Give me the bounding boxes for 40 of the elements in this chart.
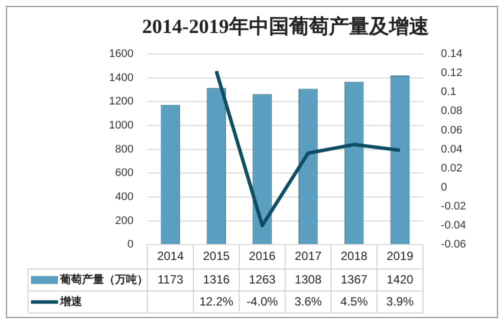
- data-label: -4.0%: [246, 294, 278, 308]
- y2-tick-label: 0.06: [440, 124, 462, 136]
- y2-tick-label: 0.14: [440, 48, 462, 60]
- y2-tick-label: 0.04: [440, 143, 462, 156]
- data-label: 1420: [386, 272, 414, 286]
- data-label: 3.9%: [386, 294, 414, 308]
- legend-label: 增速: [59, 295, 83, 308]
- y2-tick-label: -0.06: [440, 238, 466, 251]
- y2-tick-label: 0.1: [440, 86, 456, 98]
- x-tick-label: 2019: [386, 249, 414, 264]
- y2-tick-label: -0.04: [440, 220, 466, 232]
- y2-tick-label: 0.02: [440, 162, 462, 174]
- chart-title: 2014-2019年中国葡萄产量及增速: [142, 15, 429, 38]
- y-tick-label: 1000: [108, 120, 134, 132]
- y-tick-label: 400: [115, 190, 134, 203]
- legend-label: 葡萄产量（万吨）: [59, 273, 148, 286]
- y2-tick-label: 0: [440, 181, 448, 194]
- y-tick-label: 600: [115, 167, 134, 180]
- y2-tick-label: 0.08: [440, 105, 462, 118]
- data-label: 1316: [202, 272, 230, 286]
- y-tick-label: 1400: [108, 72, 134, 84]
- data-label: 1263: [248, 272, 276, 286]
- data-label: 1173: [158, 272, 184, 286]
- y-tick-label: 800: [115, 143, 134, 156]
- data-label: 1308: [294, 272, 322, 286]
- data-label: 12.2%: [199, 294, 234, 308]
- y2-tick-label: 0.12: [440, 67, 462, 80]
- data-label: 4.5%: [340, 294, 368, 308]
- y-tick-label: 1600: [108, 48, 134, 60]
- data-label: 1367: [340, 272, 368, 286]
- data-label: 3.6%: [294, 294, 322, 308]
- y-tick-label: 1200: [108, 96, 134, 108]
- x-tick-label: 2017: [294, 249, 322, 264]
- y2-tick-label: -0.02: [440, 200, 466, 213]
- y-tick-label: 200: [115, 214, 134, 227]
- x-tick-label: 2014: [157, 249, 184, 264]
- x-tick-label: 2018: [340, 249, 368, 264]
- x-tick-label: 2015: [202, 249, 230, 264]
- y-tick-label: 0: [127, 238, 134, 251]
- x-tick-label: 2016: [248, 249, 276, 264]
